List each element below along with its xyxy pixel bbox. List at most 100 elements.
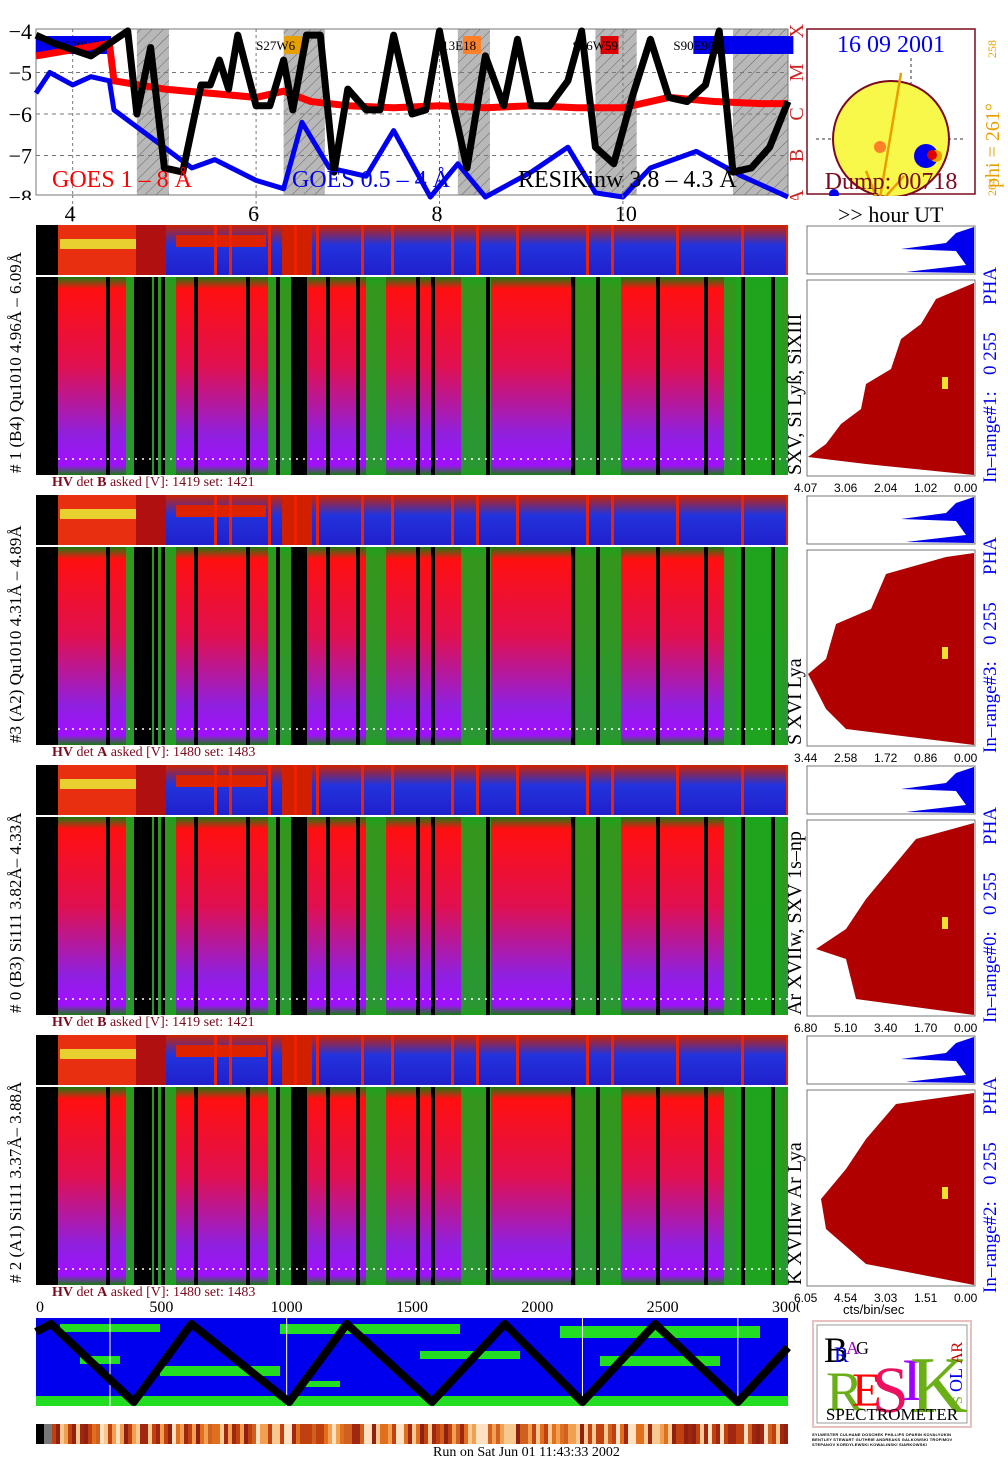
logo-solar: S <box>951 1396 966 1404</box>
logo-credits: SYLWESTER CULHANE DOSCHEK PHILLIPS OPARI… <box>812 1432 953 1447</box>
color-bar-segment <box>80 1424 84 1444</box>
color-bar-segment <box>224 1424 228 1444</box>
gap-bar <box>356 277 360 475</box>
color-bar-segment <box>448 1424 452 1444</box>
color-bar-segment <box>772 1424 776 1444</box>
gap-bar <box>486 547 490 745</box>
color-bar-segment <box>652 1424 656 1444</box>
hv-det-letter: A <box>97 1285 108 1300</box>
gap-bar <box>194 817 198 1015</box>
color-bar-segment <box>152 1424 156 1444</box>
color-bar-segment <box>764 1424 768 1444</box>
color-bar-segment <box>304 1424 308 1444</box>
gap-bar <box>741 547 745 745</box>
phi-arrow-head-left <box>864 170 878 196</box>
range-marker <box>942 1187 948 1199</box>
gap-bar <box>571 547 575 745</box>
time-tick-label: 4 <box>65 201 76 225</box>
logo-r: R <box>834 1342 849 1367</box>
color-bar-segment <box>84 1424 88 1444</box>
spectrum-tick-label: 0.00 <box>954 481 978 495</box>
region-color-swatch <box>284 36 303 54</box>
color-bar-segment <box>312 1424 316 1444</box>
gap-bar <box>571 817 575 1015</box>
color-bar-segment <box>508 1424 512 1444</box>
hv-det: det <box>76 1285 94 1300</box>
color-bar-segment <box>596 1424 600 1444</box>
color-bar-segment <box>732 1424 736 1444</box>
color-bar-segment <box>160 1424 164 1444</box>
color-bar-segment <box>720 1424 724 1444</box>
color-bar-segment <box>276 1424 280 1444</box>
color-bar-segment <box>52 1424 56 1444</box>
color-bar-segment <box>480 1424 484 1444</box>
scan-intensity-patch <box>280 1324 460 1334</box>
in-range-label: In–range#0: <box>980 931 1001 1023</box>
hv-set-value: 1483 <box>227 1285 256 1300</box>
color-bar-segment <box>104 1424 108 1444</box>
color-bar-segment <box>572 1424 576 1444</box>
hv-status: HV det A asked [V]: 1480 set: 1483 <box>52 1285 255 1301</box>
gap-bar <box>246 547 250 745</box>
hv-asked-label: asked [V]: <box>109 475 169 490</box>
color-bar-segment <box>748 1424 752 1444</box>
color-bar-segment <box>96 1424 100 1444</box>
color-bar-segment <box>728 1424 732 1444</box>
hv-det-letter: B <box>97 475 107 490</box>
color-bar-segment <box>708 1424 712 1444</box>
color-bar-segment <box>204 1424 208 1444</box>
color-bar-segment <box>256 1424 260 1444</box>
goes-class-label: C <box>786 107 808 120</box>
color-bar-segment <box>60 1424 64 1444</box>
color-bar-segment <box>344 1424 348 1444</box>
gap-bar <box>486 1087 490 1285</box>
color-bar-segment <box>640 1424 644 1444</box>
hv-prefix: HV <box>52 1015 73 1030</box>
pha-histogram <box>806 225 976 275</box>
color-bar-segment <box>336 1424 340 1444</box>
phi-lower-value: 264 <box>985 178 999 196</box>
phi-arrow <box>879 72 903 196</box>
color-bar-segment <box>548 1424 552 1444</box>
spectrum-tick-label: 4.07 <box>794 481 818 495</box>
color-bar-segment <box>156 1424 160 1444</box>
color-bar-segment <box>272 1424 276 1444</box>
color-bar-segment <box>592 1424 596 1444</box>
detector-label: #3 (A2) Qu1010 4.31Å – 4.89Å <box>6 525 25 743</box>
color-bar-segment <box>92 1424 96 1444</box>
goes-class-labels: A B C M X <box>786 23 808 200</box>
hv-prefix: HV <box>52 745 73 760</box>
color-bar-segment <box>452 1424 456 1444</box>
svg-text:OL: OL <box>946 1368 966 1392</box>
gap-bar <box>194 277 198 475</box>
color-bar-segment <box>260 1424 264 1444</box>
color-bar-segment <box>500 1424 504 1444</box>
gap-bar <box>571 1087 575 1285</box>
gap-bar <box>194 1087 198 1285</box>
color-bar-segment <box>112 1424 116 1444</box>
color-bar-segment <box>212 1424 216 1444</box>
color-bar-segment <box>392 1424 396 1444</box>
color-bar-segment <box>68 1424 72 1444</box>
color-bar-segment <box>228 1424 232 1444</box>
spectrum-fill <box>816 823 974 1015</box>
color-bar-segment <box>436 1424 440 1444</box>
pha-label: PHA <box>980 806 1001 845</box>
pha-scale-label: 0 255 <box>980 872 1001 915</box>
color-bar-segment <box>128 1424 132 1444</box>
spectrum-tick-label: 0.00 <box>954 1291 978 1305</box>
region-marker-s26w59 <box>927 150 937 160</box>
color-bar-segment <box>184 1424 188 1444</box>
color-bar-segment <box>264 1424 268 1444</box>
scan-intensity-patch <box>160 1366 280 1376</box>
color-bar-segment <box>768 1424 772 1444</box>
color-bar-segment <box>740 1424 744 1444</box>
color-bar-segment <box>324 1424 328 1444</box>
gap-bar <box>356 817 360 1015</box>
goes-class-label: A <box>786 189 808 200</box>
color-bar-segment <box>316 1424 320 1444</box>
gap-bar <box>486 277 490 475</box>
green-band <box>366 1087 386 1285</box>
color-bar-segment <box>608 1424 612 1444</box>
color-bar-segment <box>484 1424 488 1444</box>
